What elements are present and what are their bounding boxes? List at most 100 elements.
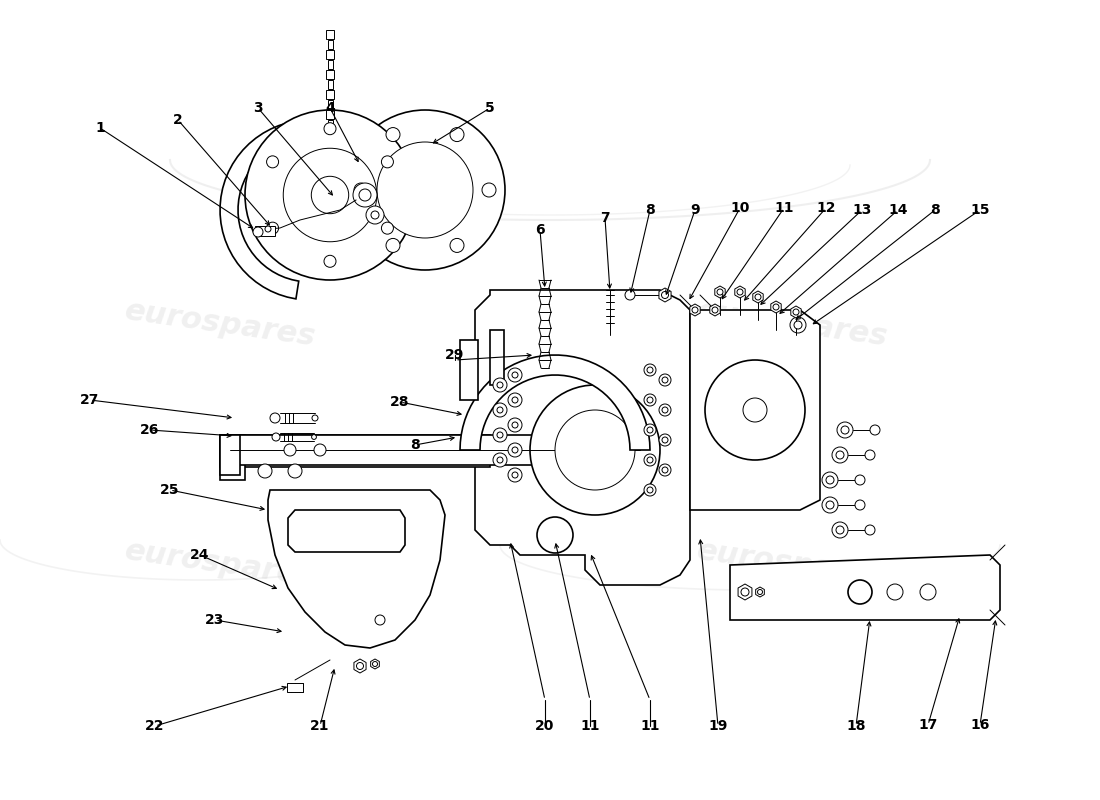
Text: 16: 16 [970, 718, 990, 732]
Circle shape [373, 662, 377, 666]
Circle shape [832, 447, 848, 463]
Polygon shape [710, 304, 720, 316]
Text: eurospares: eurospares [122, 296, 318, 352]
Polygon shape [791, 306, 801, 318]
Bar [220, 435, 650, 465]
Circle shape [508, 368, 522, 382]
Text: 19: 19 [708, 719, 728, 733]
Circle shape [356, 662, 363, 670]
Circle shape [497, 432, 503, 438]
Circle shape [659, 434, 671, 446]
Text: eurospares: eurospares [694, 296, 890, 352]
Polygon shape [690, 310, 820, 510]
Circle shape [659, 374, 671, 386]
Circle shape [855, 500, 865, 510]
Text: 8: 8 [645, 203, 654, 217]
Circle shape [450, 127, 464, 142]
Circle shape [556, 410, 635, 490]
Text: 1: 1 [95, 121, 104, 135]
Circle shape [712, 307, 718, 313]
Text: 13: 13 [852, 203, 871, 217]
Circle shape [512, 397, 518, 403]
Bar [255, 226, 275, 236]
Circle shape [497, 457, 503, 463]
Text: 21: 21 [310, 719, 330, 733]
Circle shape [493, 403, 507, 417]
Bar [220, 457, 490, 467]
Text: 29: 29 [446, 348, 464, 362]
Circle shape [382, 222, 394, 234]
Text: 3: 3 [253, 101, 263, 115]
Circle shape [493, 378, 507, 392]
Circle shape [758, 590, 762, 594]
Circle shape [512, 422, 518, 428]
Text: 23: 23 [206, 613, 224, 627]
Text: 6: 6 [536, 223, 544, 237]
Circle shape [245, 110, 415, 280]
Bar [287, 683, 303, 692]
Circle shape [450, 238, 464, 253]
Circle shape [288, 464, 302, 478]
Circle shape [508, 468, 522, 482]
Circle shape [508, 393, 522, 407]
Polygon shape [288, 510, 405, 552]
Polygon shape [752, 291, 763, 303]
Circle shape [773, 304, 779, 310]
Text: 4: 4 [326, 101, 334, 115]
Circle shape [482, 183, 496, 197]
Text: 18: 18 [846, 719, 866, 733]
Circle shape [311, 176, 349, 214]
Circle shape [497, 407, 503, 413]
Bar [328, 40, 333, 49]
Circle shape [822, 497, 838, 513]
Circle shape [284, 444, 296, 456]
Circle shape [755, 294, 761, 300]
Circle shape [311, 434, 317, 439]
Circle shape [493, 428, 507, 442]
Circle shape [377, 142, 473, 238]
Text: 8: 8 [931, 203, 939, 217]
Circle shape [826, 476, 834, 484]
Bar [460, 340, 478, 400]
Bar [328, 100, 333, 109]
Circle shape [508, 418, 522, 432]
Text: 15: 15 [970, 203, 990, 217]
Circle shape [354, 183, 368, 197]
Bar [328, 60, 333, 69]
Polygon shape [268, 490, 446, 648]
Bar [220, 435, 490, 457]
Bar [326, 30, 334, 39]
Circle shape [512, 472, 518, 478]
Circle shape [266, 156, 278, 168]
Circle shape [497, 382, 503, 388]
Circle shape [647, 457, 653, 463]
Text: 24: 24 [190, 548, 210, 562]
Circle shape [647, 427, 653, 433]
Circle shape [512, 447, 518, 453]
Circle shape [865, 525, 874, 535]
Circle shape [855, 475, 865, 485]
Circle shape [508, 443, 522, 457]
Polygon shape [354, 659, 366, 673]
Circle shape [324, 255, 336, 267]
Bar [326, 50, 334, 59]
Polygon shape [371, 659, 380, 669]
Polygon shape [715, 286, 725, 298]
Circle shape [353, 183, 377, 207]
Circle shape [794, 321, 802, 329]
Bar [326, 110, 334, 119]
Circle shape [644, 454, 656, 466]
Circle shape [836, 451, 844, 459]
Circle shape [662, 467, 668, 473]
Circle shape [692, 307, 698, 313]
Circle shape [662, 377, 668, 383]
Circle shape [493, 453, 507, 467]
Circle shape [345, 110, 505, 270]
Circle shape [822, 472, 838, 488]
Bar [490, 330, 504, 385]
Polygon shape [220, 435, 240, 475]
Circle shape [312, 415, 318, 421]
Polygon shape [475, 290, 690, 585]
Circle shape [258, 464, 272, 478]
Circle shape [382, 156, 394, 168]
